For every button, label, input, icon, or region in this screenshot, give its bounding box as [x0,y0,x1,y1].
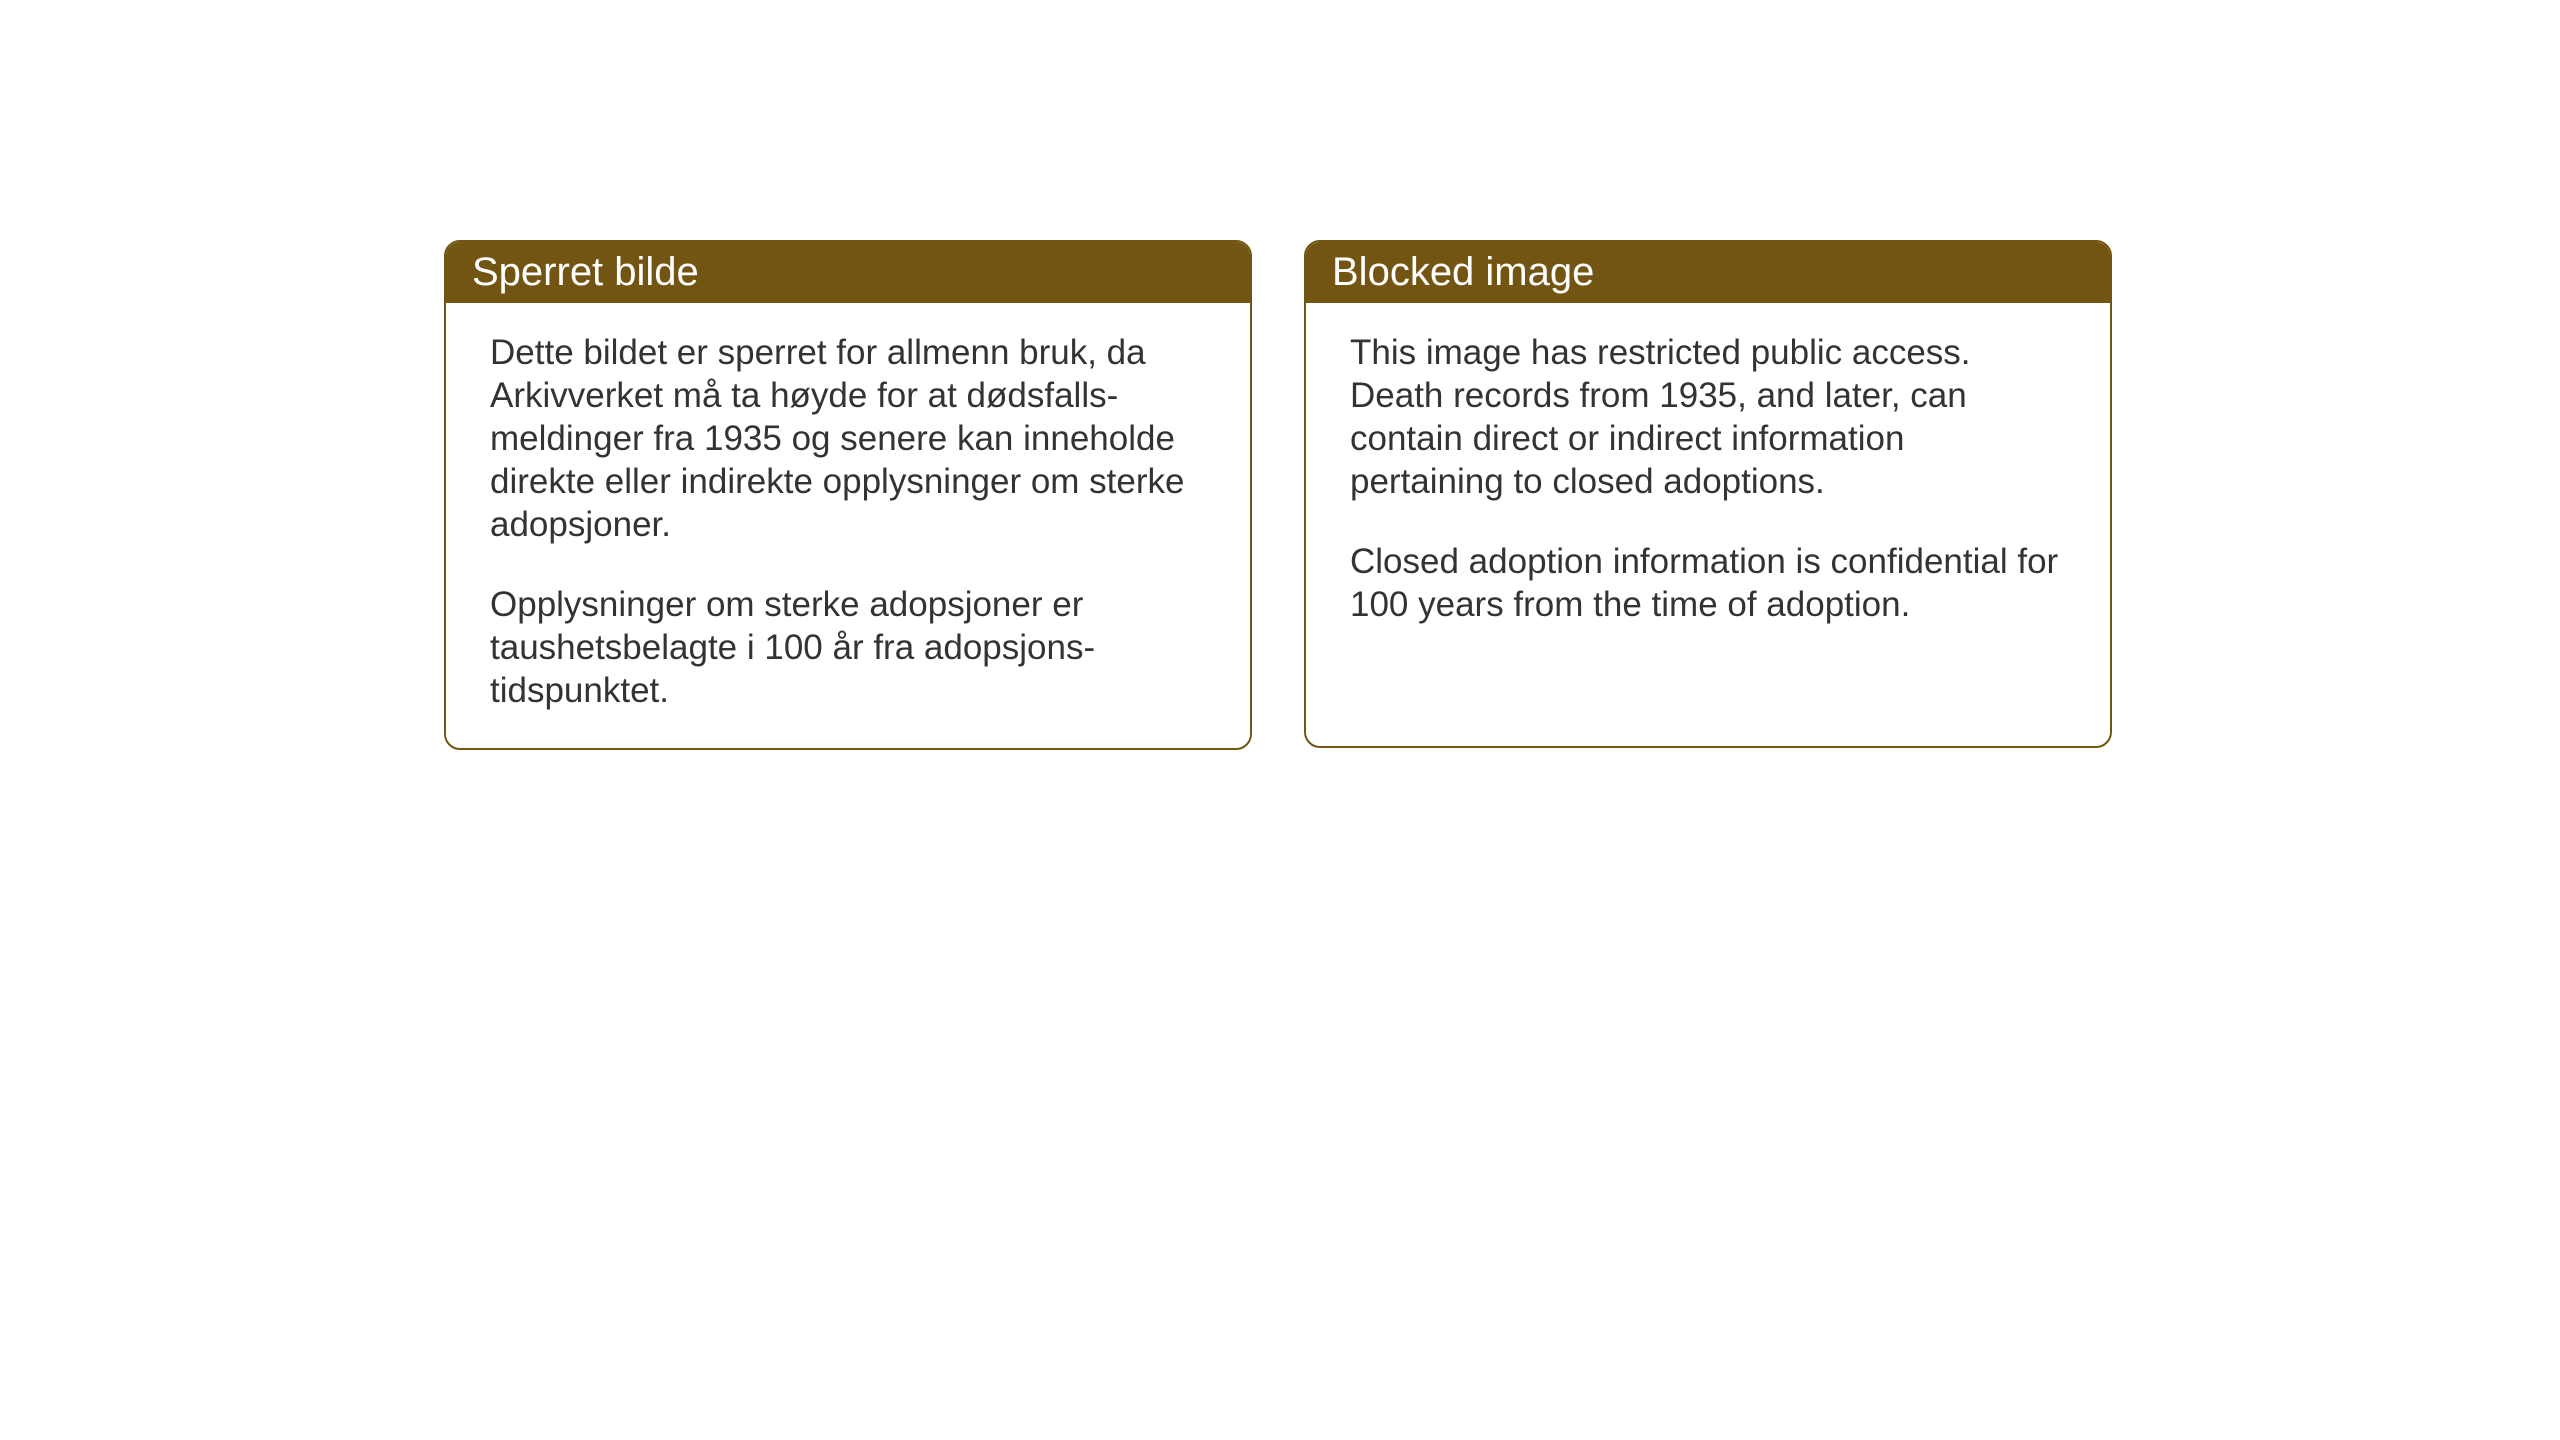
norwegian-card-body: Dette bildet er sperret for allmenn bruk… [446,303,1250,748]
norwegian-paragraph-1: Dette bildet er sperret for allmenn bruk… [490,331,1206,546]
english-card-body: This image has restricted public access.… [1306,303,2110,662]
norwegian-paragraph-2: Opplysninger om sterke adopsjoner er tau… [490,583,1206,712]
english-paragraph-2: Closed adoption information is confident… [1350,540,2066,626]
norwegian-card: Sperret bilde Dette bildet er sperret fo… [444,240,1252,750]
english-paragraph-1: This image has restricted public access.… [1350,331,2066,503]
cards-container: Sperret bilde Dette bildet er sperret fo… [444,240,2112,750]
norwegian-card-title: Sperret bilde [446,242,1250,303]
english-card-title: Blocked image [1306,242,2110,303]
english-card: Blocked image This image has restricted … [1304,240,2112,748]
